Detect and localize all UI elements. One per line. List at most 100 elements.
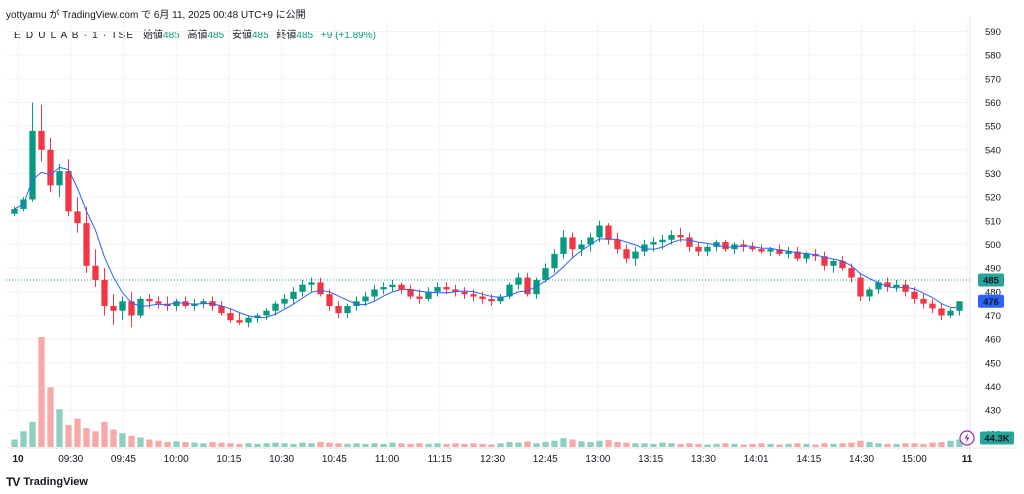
candle-body	[128, 301, 135, 316]
volume-bar	[245, 443, 252, 447]
volume-bar	[182, 441, 189, 447]
volume-bar	[929, 442, 936, 447]
candle-body	[677, 235, 684, 238]
candle-body	[722, 242, 729, 250]
candle-body	[632, 251, 639, 259]
volume-bar	[785, 443, 792, 447]
volume-bar	[920, 443, 927, 447]
candle-body	[101, 279, 108, 306]
volume-bar	[866, 441, 873, 447]
volume-tag-bg	[980, 431, 1014, 445]
symbol-name[interactable]: E D U L A B · 1 · TSE	[14, 30, 135, 41]
candle-body	[821, 256, 828, 266]
candle-body	[398, 284, 405, 290]
candle-body	[299, 284, 306, 292]
volume-bar	[803, 443, 810, 447]
x-tick-label: 10:00	[164, 454, 189, 465]
volume-bar	[632, 443, 639, 447]
volume-bar	[794, 443, 801, 447]
open-label: 始値	[143, 30, 164, 41]
candle-body	[956, 301, 963, 311]
candle-body	[605, 225, 612, 240]
candle-body	[56, 171, 63, 186]
candle-body	[506, 284, 513, 297]
volume-bar	[605, 440, 612, 447]
candle-body	[650, 242, 657, 245]
y-tick-label: 450	[985, 358, 1001, 369]
candle-body	[497, 296, 504, 302]
candle-body	[74, 211, 81, 224]
candle-body	[596, 225, 603, 238]
close-label: 終値	[276, 30, 297, 41]
candle-body	[839, 261, 846, 269]
candle-body	[794, 251, 801, 259]
y-tick-label: 520	[985, 193, 1001, 204]
candle-body	[254, 315, 261, 318]
volume-bar	[65, 425, 72, 447]
candle-body	[443, 287, 450, 290]
volume-bar	[83, 428, 90, 447]
volume-bar	[335, 443, 342, 447]
change-value: +9 (+1.89%)	[320, 30, 376, 41]
candle-body	[326, 294, 333, 306]
volume-bar	[317, 441, 324, 447]
candle-body	[119, 301, 126, 311]
candle-body	[389, 284, 396, 288]
volume-bar	[398, 443, 405, 447]
volume-bar	[128, 435, 135, 447]
candle-body	[110, 306, 117, 311]
candle-body	[218, 306, 225, 314]
volume-bar	[956, 439, 963, 447]
candle-body	[893, 284, 900, 288]
candle-body	[542, 268, 549, 280]
volume-bar	[830, 443, 837, 447]
volume-bar	[371, 443, 378, 447]
candle-body	[641, 244, 648, 252]
volume-bar	[884, 443, 891, 447]
candle-body	[452, 289, 459, 292]
candle-body	[902, 284, 909, 292]
volume-bar	[875, 443, 882, 447]
candle-body	[938, 308, 945, 316]
candle-body	[425, 291, 432, 299]
close-value: 485	[296, 30, 314, 41]
candle-body	[758, 249, 765, 252]
volume-bar	[506, 441, 513, 447]
candle-body	[776, 249, 783, 254]
candle-body	[200, 301, 207, 304]
candle-body	[551, 253, 558, 269]
volume-bar	[515, 442, 522, 447]
x-tick-label: 13:15	[638, 454, 663, 465]
candle-body	[317, 282, 324, 295]
candle-body	[173, 301, 180, 306]
candle-body	[803, 253, 810, 259]
volume-bar	[47, 387, 54, 447]
volume-bar	[164, 441, 171, 447]
volume-bar	[587, 441, 594, 447]
candle-body	[830, 261, 837, 266]
high-label: 高値	[187, 30, 208, 41]
x-tick-label: 14:01	[744, 454, 769, 465]
x-tick-label: 11	[962, 454, 973, 465]
volume-bar	[641, 443, 648, 447]
candle-body	[767, 249, 774, 252]
volume-bar	[308, 443, 315, 447]
y-tick-label: 570	[985, 74, 1001, 85]
volume-bar	[119, 433, 126, 447]
candle-body	[308, 282, 315, 285]
candle-body	[470, 294, 477, 297]
candle-body	[407, 289, 414, 297]
volume-bar	[461, 443, 468, 447]
volume-bar	[713, 443, 720, 447]
volume-bar	[389, 442, 396, 447]
volume-bar	[362, 443, 369, 447]
footer-brand[interactable]: TV TradingView	[6, 475, 88, 489]
y-tick-label: 460	[985, 335, 1001, 346]
x-tick-label: 10:45	[322, 454, 347, 465]
candle-body	[281, 298, 288, 304]
candle-body	[29, 130, 36, 200]
x-tick-label: 09:45	[111, 454, 136, 465]
candle-body	[335, 306, 342, 314]
candle-body	[137, 298, 144, 316]
